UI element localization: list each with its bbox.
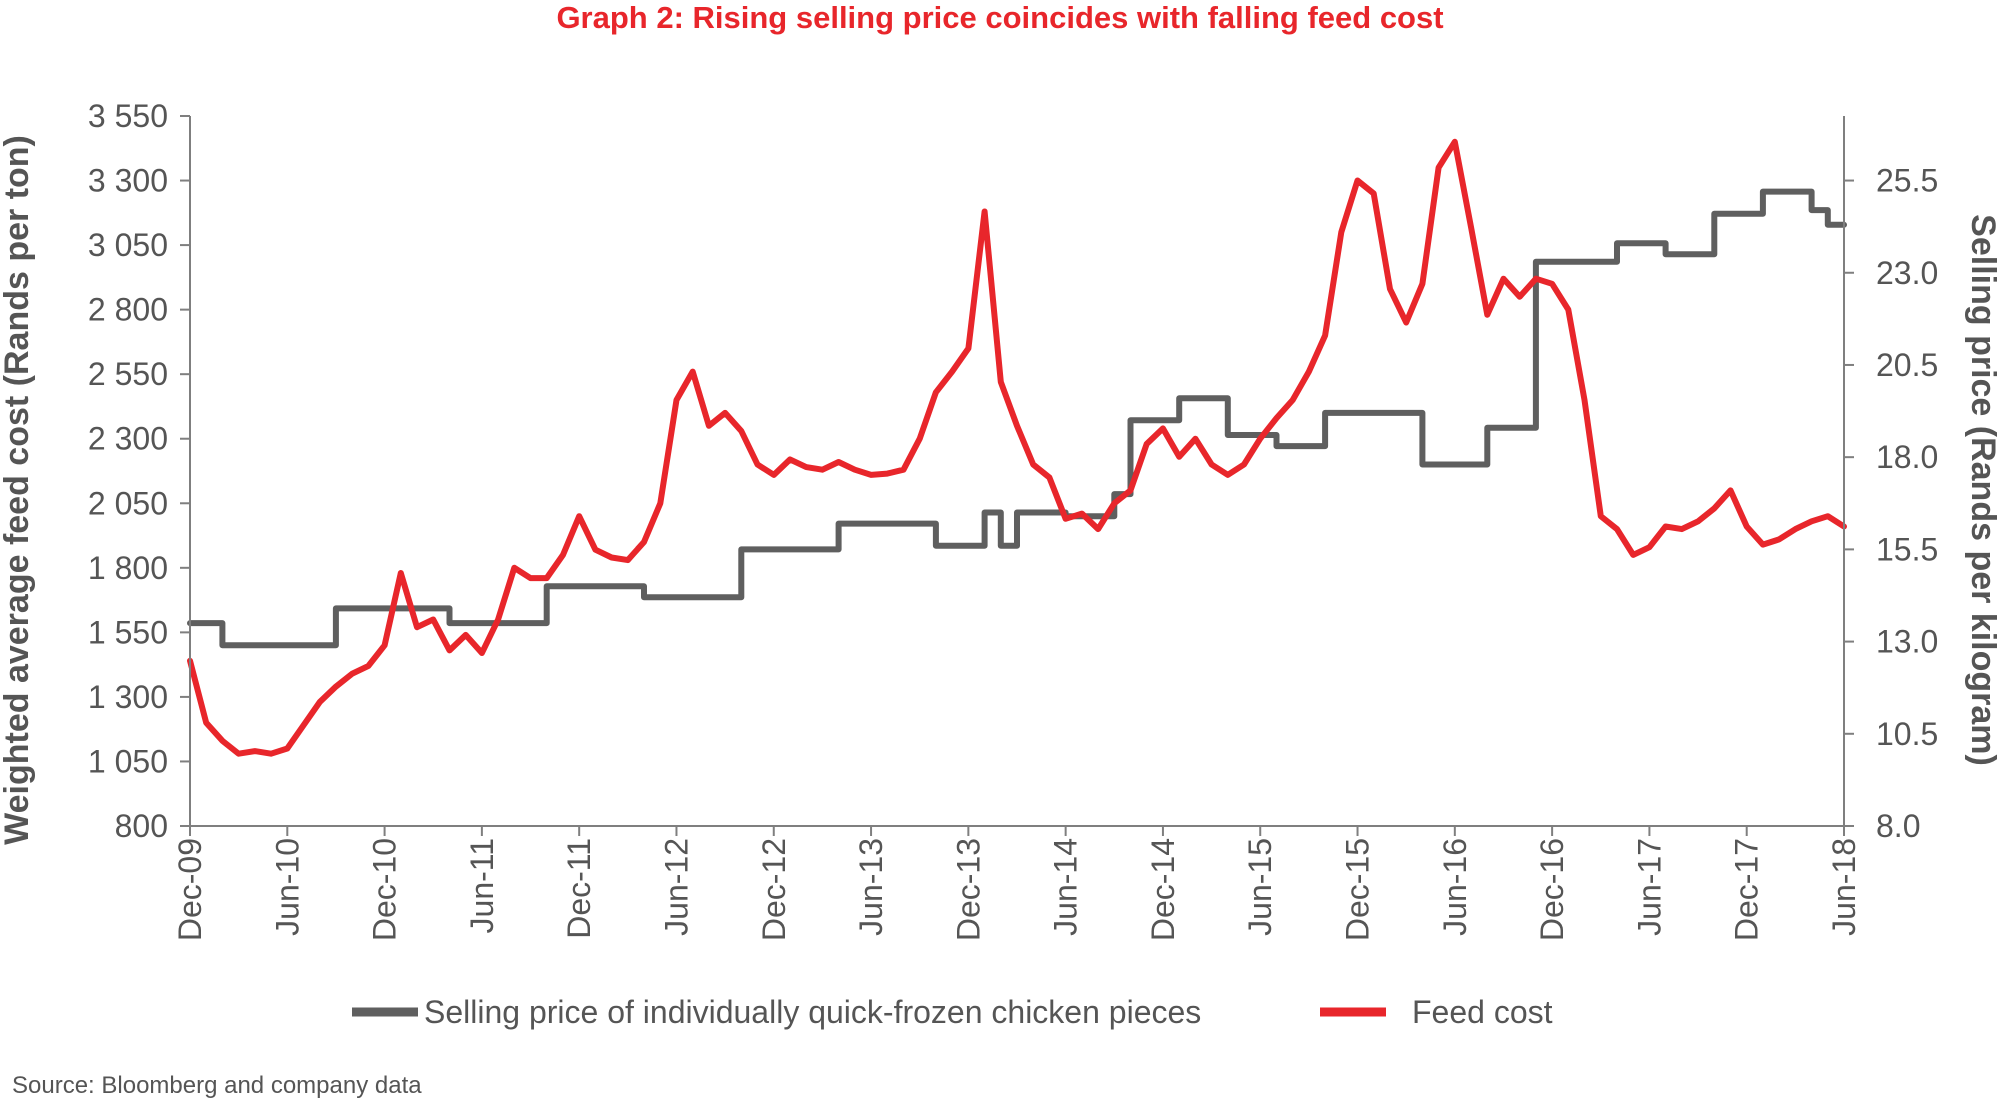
y-left-tick-label: 3 300 [88,163,168,199]
legend-label-feed-cost: Feed cost [1412,994,1553,1030]
y-left-tick-label: 2 050 [88,485,168,521]
x-tick-label: Dec-10 [367,838,403,941]
y-right-tick-label: 8.0 [1876,808,1920,844]
tick-labels: 800 1 050 1 300 1 550 1 800 2 050 2 300 2 550 2 … [88,98,1938,941]
y-right-tick-label: 13.0 [1876,624,1938,660]
series-line-selling-price [187,188,1847,649]
x-tick-label: Dec-15 [1340,838,1376,941]
y-right-tick-label: 18.0 [1876,439,1938,475]
x-tick-label: Dec-17 [1729,838,1765,941]
y-left-tick-label: 1 050 [88,743,168,779]
source-note: Source: Bloomberg and company data [12,1072,422,1099]
x-tick-label: Dec-12 [756,838,792,941]
y-right-tick-label: 10.5 [1876,716,1938,752]
x-tick-label: Jun-16 [1437,838,1473,936]
y-right-tick-label: 15.5 [1876,531,1938,567]
y-axis-right-label: Selling price (Rands per kilogram) [1964,214,2000,766]
x-tick-label: Jun-18 [1826,838,1862,936]
x-tick-label: Dec-14 [1145,838,1181,941]
axes [180,115,1854,836]
y-right-tick-label: 23.0 [1876,255,1938,291]
y-left-tick-label: 2 300 [88,421,168,457]
x-tick-label: Jun-13 [853,838,889,936]
legend-label-selling-price: Selling price of individually quick-froz… [424,994,1201,1030]
x-tick-label: Dec-13 [950,838,986,941]
x-tick-label: Dec-09 [172,838,208,941]
y-left-tick-label: 3 050 [88,227,168,263]
x-tick-label: Jun-12 [658,838,694,936]
y-right-tick-label: 20.5 [1876,347,1938,383]
x-tick-label: Jun-14 [1048,838,1084,936]
plot-area [187,138,1847,757]
x-tick-label: Jun-17 [1631,838,1667,936]
chart-title: Graph 2: Rising selling price coincides … [556,0,1443,35]
x-tick-label: Jun-15 [1242,838,1278,936]
series-line-feed-cost [187,138,1847,757]
x-tick-label: Dec-16 [1534,838,1570,941]
y-left-tick-label: 3 550 [88,98,168,134]
y-left-tick-label: 1 800 [88,550,168,586]
y-axis-left-label: Weighted average feed cost (Rands per to… [0,135,36,845]
x-tick-label: Jun-11 [464,838,500,933]
x-tick-label: Jun-10 [269,838,305,936]
y-left-tick-label: 1 550 [88,614,168,650]
y-right-tick-label: 25.5 [1876,163,1938,199]
legend: Selling price of individually quick-froz… [352,994,1553,1030]
y-left-tick-label: 2 550 [88,356,168,392]
y-left-tick-label: 1 300 [88,679,168,715]
x-tick-label: Dec-11 [561,838,597,939]
y-left-tick-label: 800 [115,808,168,844]
y-left-tick-label: 2 800 [88,292,168,328]
